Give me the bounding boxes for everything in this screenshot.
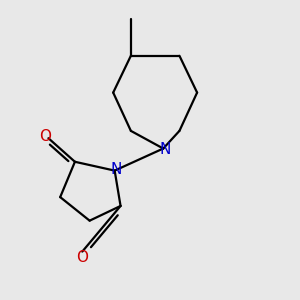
Text: O: O	[76, 250, 88, 265]
Text: O: O	[40, 129, 52, 144]
Text: N: N	[159, 142, 170, 158]
Text: N: N	[110, 162, 122, 177]
